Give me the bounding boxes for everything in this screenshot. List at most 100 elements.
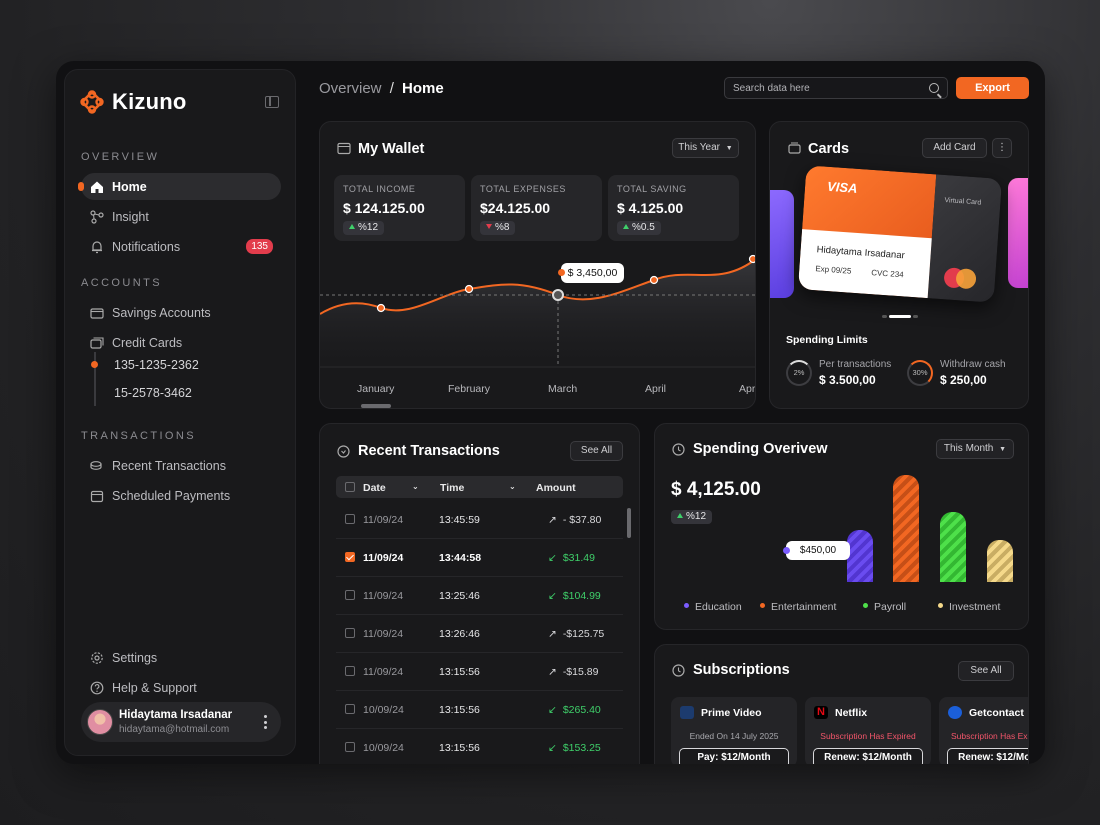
bar-investment[interactable] [987, 540, 1013, 582]
column-header-amount[interactable]: Amount [536, 482, 576, 494]
see-all-subscriptions-button[interactable]: See All [958, 661, 1014, 681]
row-checkbox[interactable] [345, 628, 355, 638]
row-amount-cell: ↗ -$125.75 [548, 628, 604, 640]
row-time: 13:44:58 [439, 552, 482, 564]
bar-payroll[interactable] [940, 512, 966, 582]
row-amount-cell: ↙ $31.49 [548, 552, 595, 564]
transactions-table-header: Date ⌄ Time ⌄ Amount [336, 476, 623, 498]
bar-education[interactable] [847, 530, 873, 582]
sidebar-item-notifications[interactable]: Notifications 135 [81, 233, 281, 260]
select-all-checkbox[interactable] [345, 482, 355, 492]
legend-payroll: Payroll [863, 601, 906, 613]
row-checkbox[interactable] [345, 552, 355, 562]
wallet-period-label: This Year [678, 142, 720, 153]
subscription-action-button[interactable]: Renew: $12/Month [813, 748, 923, 764]
carousel-dot[interactable] [913, 315, 918, 318]
sidebar-item-label: Scheduled Payments [112, 488, 231, 503]
card-preview-right[interactable] [1008, 178, 1028, 288]
wallet-period-dropdown[interactable]: This Year ▼ [672, 138, 739, 158]
sidebar-item-recent-transactions[interactable]: Recent Transactions [81, 452, 281, 479]
sidebar-item-settings[interactable]: Settings [81, 644, 281, 671]
sidebar-item-label: Insight [112, 209, 149, 224]
legend-entertainment: Entertainment [760, 601, 836, 613]
wallet-panel: My Wallet This Year ▼ TOTAL INCOME $ 124… [319, 121, 756, 409]
bar-entertainment[interactable] [893, 475, 919, 582]
insight-icon [90, 209, 104, 224]
arrow-down-left-icon: ↙ [548, 590, 557, 602]
carousel-dot[interactable] [882, 315, 887, 318]
sidebar-card-number[interactable]: 135-1235-2362 [114, 358, 199, 372]
row-checkbox[interactable] [345, 666, 355, 676]
table-row[interactable]: 10/09/24 13:15:56 ↙ $153.25 [336, 729, 623, 764]
breadcrumb-parent[interactable]: Overview [319, 80, 382, 97]
credit-card[interactable]: VISA Virtual Card Hidaytama Irsadanar Ex… [797, 165, 1003, 303]
legend-education: Education [684, 601, 742, 613]
limit-value: $ 250,00 [940, 373, 987, 387]
chevron-down-icon[interactable]: ⌄ [412, 482, 419, 491]
column-header-date[interactable]: Date [363, 482, 386, 494]
sidebar-item-help-support[interactable]: Help & Support [81, 674, 281, 701]
spending-total: $ 4,125.00 [671, 479, 761, 500]
kizuno-logo-icon [80, 90, 104, 114]
collapse-sidebar-icon[interactable] [265, 96, 279, 108]
wallet-point[interactable] [748, 254, 757, 264]
see-all-transactions-button[interactable]: See All [570, 441, 623, 461]
row-checkbox[interactable] [345, 742, 355, 752]
month-label: Apr [739, 383, 756, 395]
logo[interactable]: Kizuno [80, 89, 187, 115]
table-row[interactable]: 11/09/24 13:25:46 ↙ $104.99 [336, 577, 623, 615]
row-checkbox[interactable] [345, 590, 355, 600]
user-profile-card[interactable]: Hidaytama Irsadanar hidaytama@hotmail.co… [81, 702, 281, 742]
cards-more-icon[interactable]: ⋮ [992, 138, 1012, 158]
add-card-button[interactable]: Add Card [922, 138, 987, 158]
search-icon[interactable] [929, 83, 939, 93]
breadcrumb-separator: / [389, 80, 394, 97]
subscription-action-button[interactable]: Pay: $12/Month [679, 748, 789, 764]
wallet-line-chart [320, 254, 757, 368]
carousel-dot-active[interactable] [889, 315, 911, 318]
sidebar-card-number[interactable]: 15-2578-3462 [114, 386, 192, 400]
section-label-accounts: ACCOUNTS [81, 277, 162, 289]
subscription-action-button[interactable]: Renew: $12/Month [947, 748, 1028, 764]
sidebar-item-credit-cards[interactable]: Credit Cards [81, 329, 281, 356]
table-row[interactable]: 11/09/24 13:26:46 ↗ -$125.75 [336, 615, 623, 653]
wallet-title: My Wallet [358, 141, 425, 157]
sidebar-item-label: Recent Transactions [112, 458, 226, 473]
trend-up-icon [349, 224, 355, 229]
sidebar-item-scheduled-payments[interactable]: Scheduled Payments [81, 482, 281, 509]
chevron-down-icon[interactable]: ⌄ [509, 482, 516, 491]
column-header-time[interactable]: Time [440, 482, 465, 494]
stat-change: %8 [495, 222, 510, 233]
row-checkbox[interactable] [345, 704, 355, 714]
wallet-point[interactable] [464, 284, 474, 294]
card-preview-left[interactable] [770, 190, 794, 298]
horizontal-scrollbar[interactable] [361, 404, 391, 408]
row-time: 13:25:46 [439, 590, 480, 602]
table-row[interactable]: 11/09/24 13:44:58 ↙ $31.49 [336, 539, 623, 577]
row-time: 13:15:56 [439, 742, 480, 754]
sidebar-item-home[interactable]: Home [78, 173, 281, 200]
wallet-point[interactable] [376, 303, 386, 313]
spending-period-dropdown[interactable]: This Month ▼ [936, 439, 1014, 459]
gear-icon [91, 651, 103, 664]
table-row[interactable]: 11/09/24 13:45:59 ↗ - $37.80 [336, 501, 623, 539]
trend-up-icon [677, 513, 683, 518]
wallet-point-active[interactable] [552, 289, 564, 301]
row-amount: $104.99 [562, 590, 601, 602]
brand-name: Kizuno [112, 89, 187, 114]
row-time: 13:15:56 [439, 666, 480, 678]
row-time: 13:45:59 [439, 514, 480, 526]
arrow-up-right-icon: ↗ [548, 514, 557, 526]
search-input[interactable]: Search data here [724, 77, 948, 99]
wallet-point[interactable] [649, 275, 659, 285]
table-row[interactable]: 10/09/24 13:15:56 ↙ $265.40 [336, 691, 623, 729]
sidebar-item-insight[interactable]: Insight [81, 203, 281, 230]
table-row[interactable]: 11/09/24 13:15:56 ↗ -$15.89 [336, 653, 623, 691]
row-date: 10/09/24 [363, 704, 404, 716]
sidebar: Kizuno OVERVIEW Home Insight Notificatio… [64, 69, 296, 756]
sidebar-item-savings-accounts[interactable]: Savings Accounts [81, 299, 281, 326]
export-button[interactable]: Export [956, 77, 1029, 99]
vertical-scrollbar[interactable] [627, 508, 631, 538]
row-checkbox[interactable] [345, 514, 355, 524]
more-options-icon[interactable] [264, 715, 267, 729]
